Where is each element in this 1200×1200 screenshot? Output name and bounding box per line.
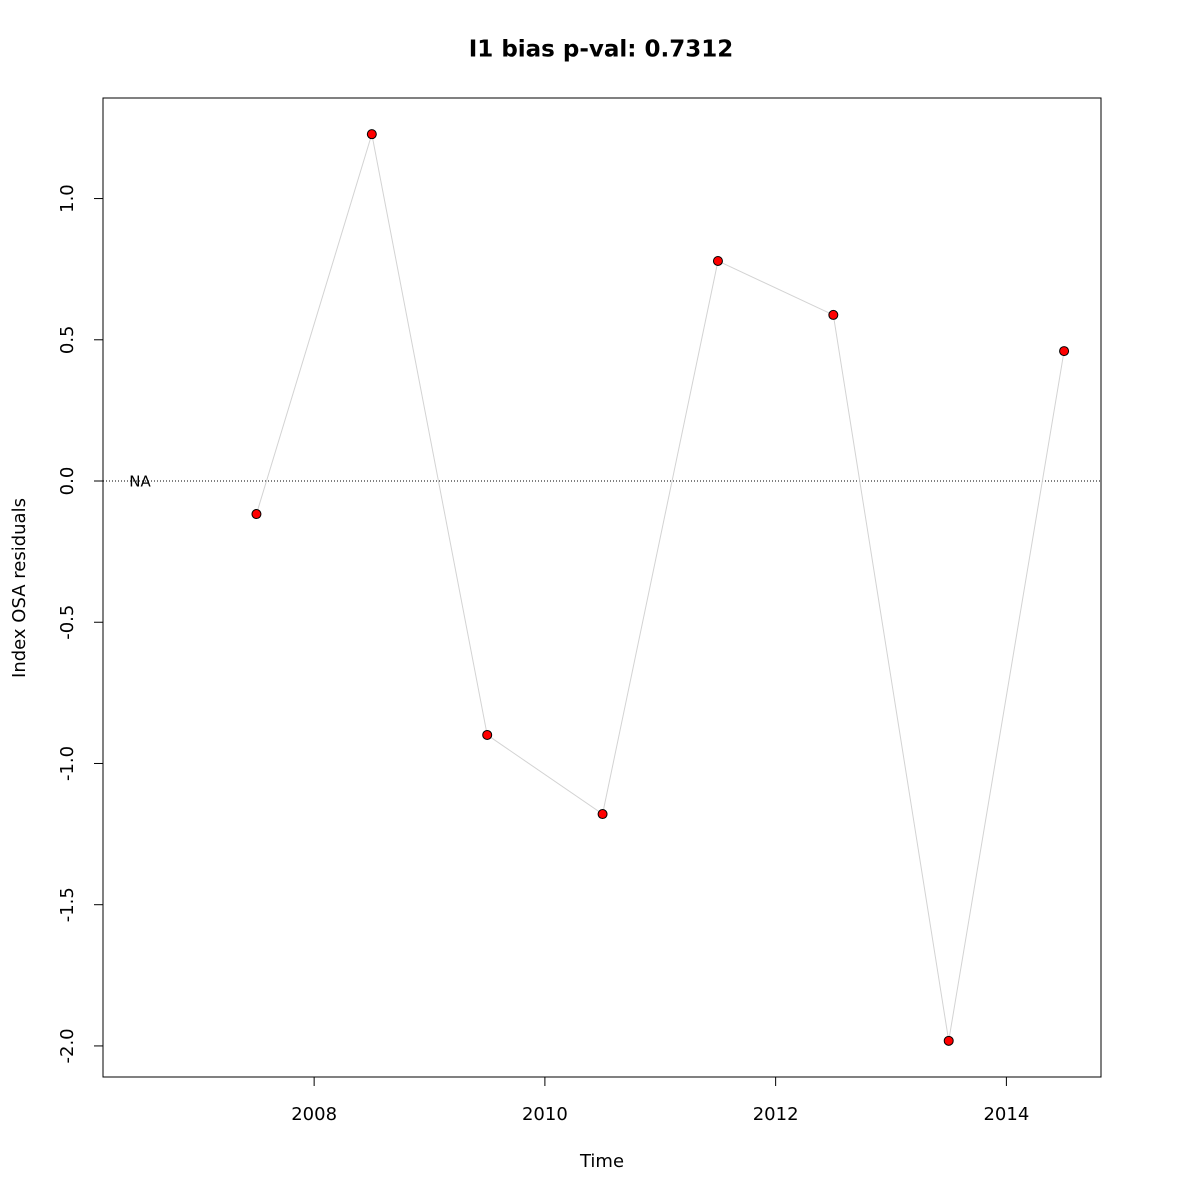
x-tick-label: 2012 (753, 1104, 799, 1125)
x-tick-label: 2008 (291, 1104, 337, 1125)
x-tick-label: 2010 (522, 1104, 568, 1125)
point (712, 255, 723, 266)
y-tick-label: -2.0 (57, 1028, 78, 1063)
y-tick-label: -1.5 (57, 887, 78, 922)
series-line (255, 134, 1065, 1041)
plot-frame (102, 97, 1102, 1078)
point (1059, 346, 1070, 357)
x-axis-label: Time (579, 1151, 624, 1172)
y-axis-label: Index OSA residuals (9, 498, 30, 678)
y-tick-label: 0.5 (57, 325, 78, 354)
point (597, 809, 608, 820)
point (482, 729, 493, 740)
y-tick-label: 0.0 (57, 467, 78, 496)
point (828, 309, 839, 320)
y-tick-label: -0.5 (57, 605, 78, 640)
point (251, 509, 262, 520)
point (366, 129, 377, 140)
y-tick-label: 1.0 (57, 184, 78, 213)
chart-title: I1 bias p-val: 0.7312 (469, 37, 734, 63)
y-tick-label: -1.0 (57, 746, 78, 781)
x-tick-label: 2014 (983, 1104, 1029, 1125)
point (943, 1035, 954, 1046)
annotation: NA (129, 473, 151, 491)
